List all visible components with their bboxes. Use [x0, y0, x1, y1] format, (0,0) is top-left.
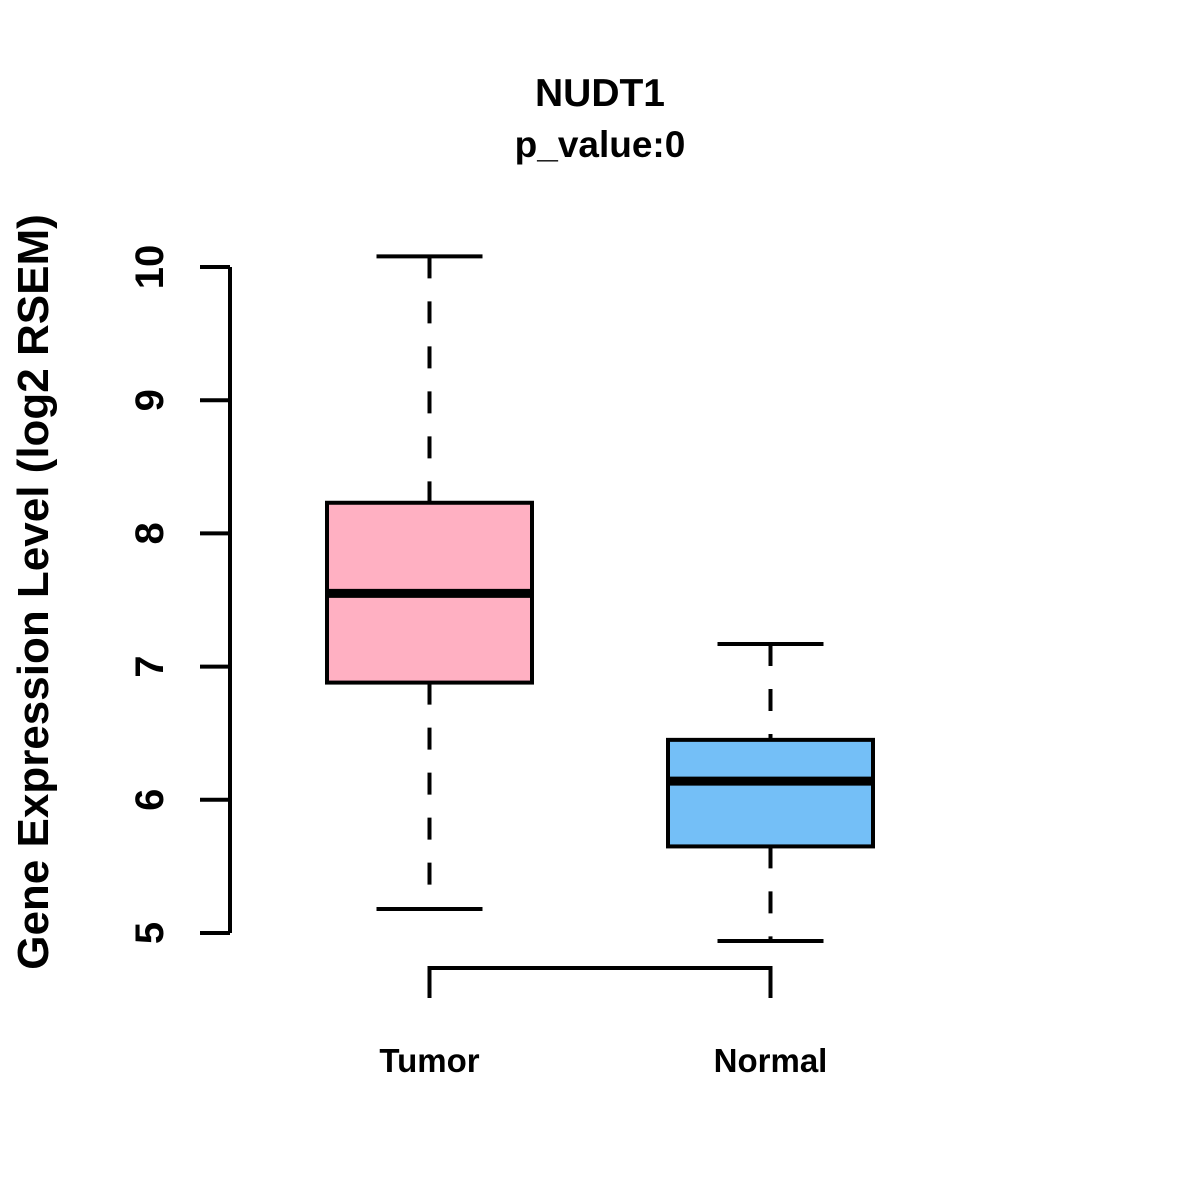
- comparison-bracket: [427, 966, 773, 998]
- iqr-box-normal: [666, 737, 875, 849]
- x-category-label-normal: Normal: [714, 1042, 828, 1079]
- y-tick-label: 8: [128, 522, 172, 544]
- chart-title: NUDT1: [534, 72, 665, 115]
- chart-subtitle: p_value:0: [514, 124, 686, 165]
- y-tick-label: 9: [128, 389, 172, 411]
- y-tick-label: 5: [128, 922, 172, 944]
- x-category-label-tumor: Tumor: [379, 1042, 479, 1079]
- y-tick-label: 10: [128, 245, 172, 290]
- y-tick-label: 6: [128, 789, 172, 811]
- y-tick-label: 7: [128, 655, 172, 677]
